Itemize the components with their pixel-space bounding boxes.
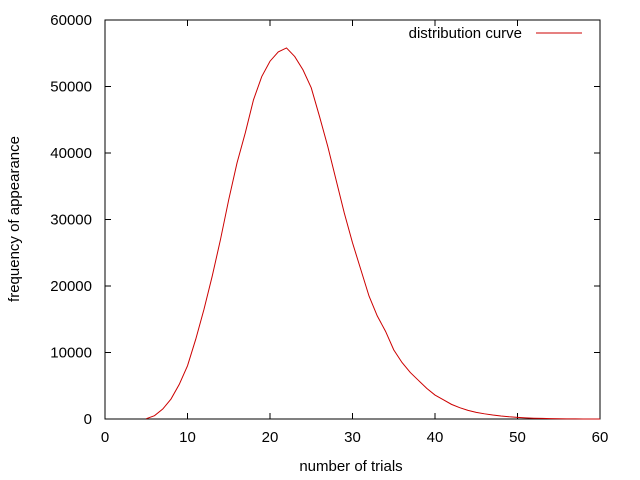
- legend: distribution curve: [409, 25, 582, 42]
- x-tick-label: 50: [509, 429, 526, 446]
- x-tick-label: 20: [262, 429, 279, 446]
- x-tick-label: 30: [344, 429, 361, 446]
- y-tick-label: 30000: [50, 212, 92, 229]
- y-tick-label: 50000: [50, 79, 92, 96]
- y-tick-label: 0: [84, 411, 92, 428]
- x-tick-label: 40: [427, 429, 444, 446]
- series-line-distribution-curve: [146, 47, 601, 420]
- y-tick-label: 20000: [50, 278, 92, 295]
- x-tick-label: 10: [179, 429, 196, 446]
- legend-label: distribution curve: [409, 25, 522, 42]
- y-tick-label: 10000: [50, 345, 92, 362]
- y-tick-label: 60000: [50, 12, 92, 29]
- y-tick-label: 40000: [50, 145, 92, 162]
- x-tick-label: 0: [101, 429, 109, 446]
- plot-frame: [104, 19, 601, 420]
- tick-labels: 0 10 20 30 40 50 60 0 10000 20000 30000 40000 50000 6…: [50, 12, 608, 446]
- y-axis-title: frequency of appearance: [6, 136, 23, 302]
- tick-marks: [105, 20, 600, 419]
- x-axis-title: number of trials: [299, 458, 402, 475]
- x-tick-label: 60: [592, 429, 609, 446]
